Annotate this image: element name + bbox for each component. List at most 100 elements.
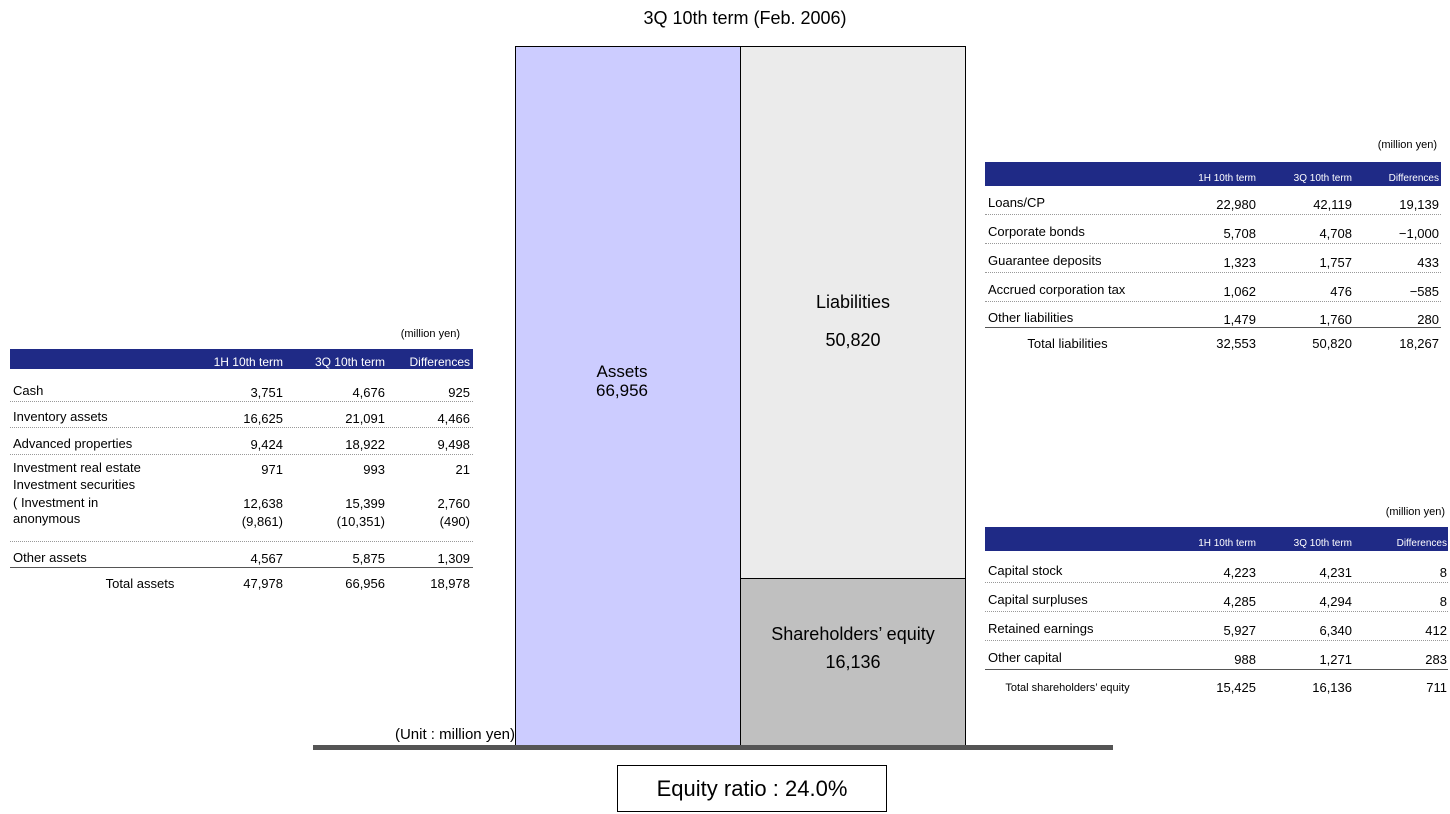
cell: 4,223 [1223, 565, 1256, 580]
cell: 6,340 [1319, 623, 1352, 638]
table-header [985, 162, 1441, 186]
cell: −585 [1409, 284, 1439, 299]
cell: 1,309 [437, 551, 470, 566]
cell: 4,466 [437, 411, 470, 426]
header-cell: 1H 10th term [1198, 173, 1256, 184]
table-header [10, 349, 473, 369]
cell: 18,922 [345, 437, 385, 452]
row-line [985, 582, 1448, 583]
cell: 4,285 [1223, 594, 1256, 609]
row-label: Cash [13, 383, 44, 398]
assets-value: 66,956 [596, 381, 648, 400]
cell: 925 [448, 385, 470, 400]
title: 3Q 10th term (Feb. 2006) [643, 8, 847, 28]
cell: 9,424 [250, 437, 283, 452]
total-cell: 47,978 [243, 576, 283, 591]
cell: 1,757 [1319, 255, 1352, 270]
unit-label: (million yen) [1377, 139, 1437, 151]
row-line [985, 611, 1448, 612]
row-label: Guarantee deposits [988, 253, 1102, 268]
cell: 19,139 [1399, 197, 1439, 212]
liabilities-box [740, 46, 966, 579]
header-cell: 3Q 10th term [314, 355, 385, 369]
cell: 5,708 [1223, 226, 1256, 241]
row-line [985, 243, 1441, 244]
row-line [10, 401, 473, 402]
row-line [985, 272, 1441, 273]
cell: 21,091 [345, 411, 385, 426]
row-label: Capital surpluses [988, 592, 1088, 607]
cell: −1,000 [1398, 226, 1439, 241]
base-line [313, 745, 1113, 750]
header-cell: 3Q 10th term [1293, 538, 1352, 549]
cell: 1,323 [1223, 255, 1256, 270]
row-line [985, 327, 1441, 328]
header-cell: Differences [1396, 538, 1447, 549]
row-label: ( Investment in anonymous [13, 495, 99, 526]
cell: 280 [1417, 312, 1439, 327]
cell: 1,760 [1319, 312, 1352, 327]
row-line [985, 669, 1448, 670]
cell: 2,760 [437, 496, 470, 511]
header-cell: Differences [1388, 173, 1439, 184]
cell: 283 [1425, 652, 1447, 667]
row-label: Loans/CP [988, 195, 1046, 210]
liabilities-label: Liabilities [815, 292, 891, 312]
header-cell: 3Q 10th term [1293, 173, 1352, 184]
row-line [10, 454, 473, 455]
total-cell: 16,136 [1312, 680, 1352, 695]
total-cell: 32,553 [1216, 336, 1256, 351]
cell: 1,479 [1223, 312, 1256, 327]
cell: 9,498 [437, 437, 470, 452]
total-label: Total liabilities [1027, 336, 1108, 351]
assets-label: Assets [596, 362, 648, 381]
header-cell: Differences [409, 355, 470, 369]
row-label: Capital stock [988, 563, 1063, 578]
cell: (10,351) [336, 514, 385, 529]
cell: 15,399 [345, 496, 385, 511]
equity-label: Shareholders’ equity [771, 624, 935, 644]
total-cell: 711 [1426, 680, 1447, 695]
total-cell: 50,820 [1312, 336, 1352, 351]
cell: 8 [1439, 565, 1447, 580]
total-label: Total shareholders’ equity [1005, 682, 1130, 694]
cell: 4,294 [1319, 594, 1352, 609]
cell: 8 [1439, 594, 1447, 609]
total-cell: 15,425 [1216, 680, 1256, 695]
row-line [10, 427, 473, 428]
cell: 988 [1234, 652, 1256, 667]
cell: 16,625 [243, 411, 283, 426]
cell: 412 [1425, 623, 1447, 638]
cell: (9,861) [241, 514, 283, 529]
cell: 5,927 [1223, 623, 1256, 638]
cell: 4,676 [352, 385, 385, 400]
row-label: Corporate bonds [988, 224, 1085, 239]
cell: 4,231 [1319, 565, 1352, 580]
total-cell: 18,978 [430, 576, 470, 591]
cell: 42,119 [1313, 197, 1352, 212]
cell: 433 [1417, 255, 1439, 270]
row-label: Retained earnings [988, 621, 1094, 636]
total-cell: 18,267 [1399, 336, 1439, 351]
unit-label: (million yen) [400, 328, 460, 340]
row-label: Other capital [988, 650, 1062, 665]
liabilities-value: 50,820 [825, 330, 881, 350]
row-label: Other assets [13, 550, 87, 565]
row-label: Inventory assets [13, 409, 108, 424]
cell: (490) [439, 514, 470, 529]
row-line [985, 640, 1448, 641]
row-label: Investment securities [13, 477, 136, 492]
cell: 971 [261, 462, 283, 477]
row-line [985, 301, 1441, 302]
equity-value: 16,136 [825, 652, 881, 672]
cell: 4,708 [1319, 226, 1352, 241]
header-cell: 1H 10th term [213, 355, 283, 369]
cell: 21 [455, 462, 470, 477]
equity-ratio: Equity ratio : 24.0% [656, 776, 848, 801]
row-line [985, 214, 1441, 215]
cell: 12,638 [243, 496, 283, 511]
cell: 1,271 [1319, 652, 1352, 667]
total-label: Total assets [105, 576, 175, 591]
unit-label: (million yen) [1385, 506, 1445, 518]
